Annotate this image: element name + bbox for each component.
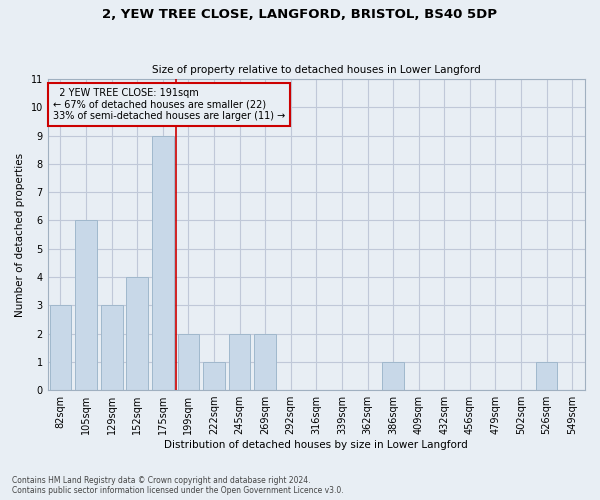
Bar [536,362,557,390]
Bar [382,362,404,390]
Text: 2 YEW TREE CLOSE: 191sqm
← 67% of detached houses are smaller (22)
33% of semi-d: 2 YEW TREE CLOSE: 191sqm ← 67% of detach… [53,88,285,120]
Bar [101,306,122,390]
X-axis label: Distribution of detached houses by size in Lower Langford: Distribution of detached houses by size … [164,440,468,450]
Bar [152,136,173,390]
Bar [75,220,97,390]
Title: Size of property relative to detached houses in Lower Langford: Size of property relative to detached ho… [152,66,481,76]
Y-axis label: Number of detached properties: Number of detached properties [15,152,25,316]
Bar [254,334,276,390]
Bar [203,362,225,390]
Text: 2, YEW TREE CLOSE, LANGFORD, BRISTOL, BS40 5DP: 2, YEW TREE CLOSE, LANGFORD, BRISTOL, BS… [103,8,497,20]
Bar [229,334,250,390]
Bar [178,334,199,390]
Bar [127,277,148,390]
Bar [50,306,71,390]
Text: Contains HM Land Registry data © Crown copyright and database right 2024.
Contai: Contains HM Land Registry data © Crown c… [12,476,344,495]
